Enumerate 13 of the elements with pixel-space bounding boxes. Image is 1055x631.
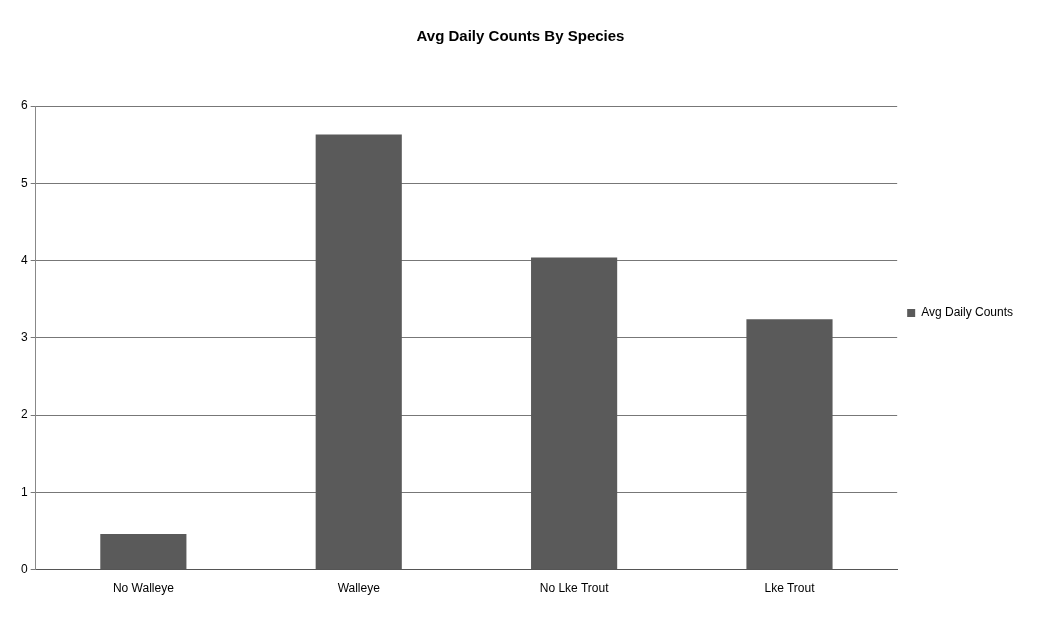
x-tick-label: No Walleye bbox=[112, 581, 175, 596]
y-tick-label: 2 bbox=[20, 407, 28, 422]
y-tick-label: 1 bbox=[20, 484, 28, 499]
x-tick-label: Lke Trout bbox=[764, 581, 816, 596]
x-tick-label: Walleye bbox=[337, 581, 381, 596]
chart-title: Avg Daily Counts By Species bbox=[416, 27, 625, 45]
y-tick-label: 5 bbox=[20, 175, 28, 190]
y-tick-label: 4 bbox=[20, 252, 28, 267]
y-tick-label: 6 bbox=[20, 98, 28, 113]
legend-label: Avg Daily Counts bbox=[921, 305, 1014, 320]
y-tick-label: 0 bbox=[20, 561, 28, 576]
x-tick-label: No Lke Trout bbox=[539, 581, 610, 596]
y-tick-label: 3 bbox=[20, 330, 28, 345]
